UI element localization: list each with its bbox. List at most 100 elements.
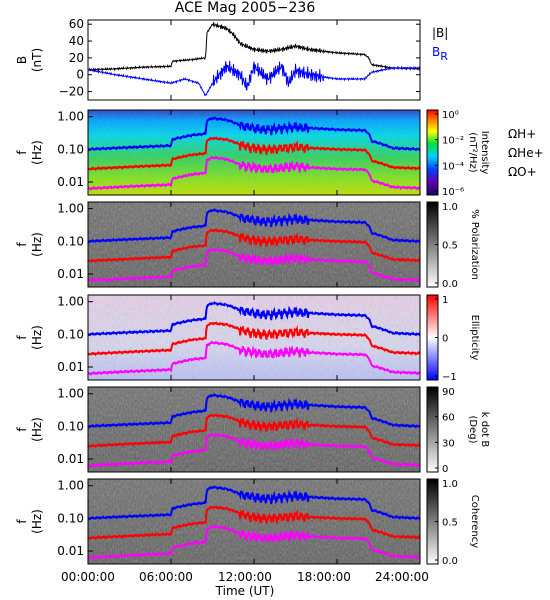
heatmap-noise	[88, 295, 420, 380]
gyro-line-omega-h	[88, 300, 420, 337]
gyro-line-omega-he	[88, 413, 420, 449]
y-tick-label: 0.01	[57, 544, 84, 558]
gyro-line-omega-he	[88, 505, 420, 541]
y-axis-label: f	[15, 519, 29, 524]
panel-2: 1.00 0.10 0.01 1.0 0.5 0.0 % Polarization f (Hz)	[15, 201, 480, 290]
colorbar-tick-label: 1.0	[442, 479, 458, 490]
y-tick-label: 1.00	[57, 387, 84, 401]
y-axis-units: (Hz)	[30, 325, 44, 350]
colorbar-tick-label: 30	[442, 438, 455, 449]
series-line-b-r	[88, 60, 420, 97]
colorbar-label: % Polarization	[469, 209, 480, 280]
colorbar-tick-label: 0.0	[442, 556, 458, 567]
colorbar-label: Intensity	[479, 131, 490, 175]
y-tick-label: 0.01	[57, 267, 84, 281]
gyro-line-omega-h	[88, 392, 420, 429]
colorbar-tick-label: 10⁰	[442, 110, 459, 121]
legend-br-sub: R	[440, 50, 448, 63]
colorbar-tick-label: 0	[442, 334, 448, 345]
colorbar-tick-label: 10⁻²	[442, 136, 464, 147]
y-axis-label: f	[15, 427, 29, 432]
gyro-line-omega-h	[88, 484, 420, 521]
x-tick-label: 24:00:00	[375, 570, 429, 584]
colorbar-tick-label: 10⁻⁶	[442, 187, 464, 198]
x-tick-label: 06:00:00	[139, 570, 193, 584]
gyro-line-omega-o	[88, 247, 420, 283]
y-axis-label: f	[15, 242, 29, 247]
y-tick-label: 1.00	[57, 295, 84, 309]
y-tick-label: 0.10	[57, 419, 84, 433]
series-line-b-magnitude	[88, 22, 420, 72]
gyro-overlays	[88, 392, 420, 468]
b-legend: |B| BR	[432, 26, 448, 63]
heatmap-noise	[88, 387, 420, 472]
y-tick-label: 20	[69, 51, 84, 65]
y-axis-units: (Hz)	[30, 509, 44, 534]
y-tick-label: 1.00	[57, 479, 84, 493]
series-group	[88, 22, 420, 97]
colorbar-tick-label: 90	[442, 387, 455, 398]
colorbar-tick-label: 1.0	[442, 202, 458, 213]
gyro-line-omega-o	[88, 155, 420, 191]
gyro-line-omega-he	[88, 321, 420, 357]
colorbar	[426, 386, 439, 473]
colorbar-tick-label: 0.5	[442, 518, 458, 529]
gyro-overlays	[88, 115, 420, 191]
legend-magnitude: |B|	[432, 26, 448, 40]
x-tick-labels: 00:00:00 06:00:00 12:00:00 18:00:00 24:0…	[61, 570, 429, 584]
gyro-line-omega-he	[88, 136, 420, 172]
y-tick-label: 0.01	[57, 175, 84, 189]
gyro-overlays	[88, 207, 420, 283]
x-tick-label: 18:00:00	[297, 570, 351, 584]
legend-omega-he: ΩHe+	[508, 146, 544, 160]
panel-3: 1.00 0.10 0.01 1 0 −1 Ellipticity f (Hz)	[15, 294, 480, 383]
y-axis-label: f	[15, 335, 29, 340]
y-axis-units: (Hz)	[30, 232, 44, 257]
y-tick-label: 1.00	[57, 202, 84, 216]
y-tick-label: 0.10	[57, 142, 84, 156]
y-axis-label: f	[15, 150, 29, 155]
gyrofrequency-legend: ΩH+ ΩHe+ ΩO+	[508, 127, 544, 179]
colorbar-units: (Deg)	[467, 415, 478, 443]
y-tick-label: 0.01	[57, 360, 84, 374]
y-tick-label: 0.10	[57, 327, 84, 341]
colorbar-label: Coherency	[469, 495, 480, 548]
x-tick-label: 00:00:00	[61, 570, 115, 584]
legend-omega-h: ΩH+	[508, 127, 536, 141]
y-axis-units: (nT)	[30, 48, 44, 72]
x-tick-label: 12:00:00	[218, 570, 272, 584]
colorbar-tick-label: 1	[442, 295, 448, 306]
y-tick-label: 60	[69, 17, 84, 31]
panel-1: 1.00 0.10 0.01 10⁰ 10⁻² 10⁻⁴ 10⁻⁶ Intensity(nT²…	[15, 109, 490, 198]
colorbar-tick-label: 60	[442, 413, 455, 424]
y-axis-label: B	[15, 56, 29, 64]
gyro-line-omega-o	[88, 524, 420, 560]
colorbar-tick-label: 0	[442, 464, 448, 475]
x-axis-label: Time (UT)	[215, 584, 275, 598]
gyro-line-omega-o	[88, 432, 420, 468]
panel-4: 1.00 0.10 0.01 90 60 30 0 k dot B(Deg) f (Hz)	[15, 386, 490, 475]
gyro-line-omega-h	[88, 115, 420, 152]
heatmap-noise	[88, 479, 420, 564]
y-tick-label: 0.10	[57, 511, 84, 525]
y-axis-units: (Hz)	[30, 417, 44, 442]
legend-omega-o: ΩO+	[508, 165, 537, 179]
gyro-line-omega-h	[88, 207, 420, 244]
colorbar-label: Ellipticity	[469, 315, 480, 361]
panel-5: 1.00 0.10 0.01 1.0 0.5 0.0 Coherency f (Hz)	[15, 478, 480, 567]
colorbar	[426, 109, 439, 196]
colorbar-units: (nT²/Hz)	[467, 132, 478, 172]
colorbar-tick-label: 10⁻⁴	[442, 161, 464, 172]
heatmap-noise	[88, 110, 420, 195]
gyro-overlays	[88, 300, 420, 376]
legend-br: BR	[432, 45, 448, 63]
y-tick-label: 0	[76, 68, 84, 82]
y-tick-label: 0.01	[57, 452, 84, 466]
legend-br-main: B	[432, 45, 440, 59]
colorbar-tick-label: −1	[442, 372, 457, 383]
colorbar-tick-label: 0.5	[442, 241, 458, 252]
chart-title: ACE Mag 2005−236	[175, 0, 316, 16]
y-tick-label: −20	[59, 85, 84, 99]
